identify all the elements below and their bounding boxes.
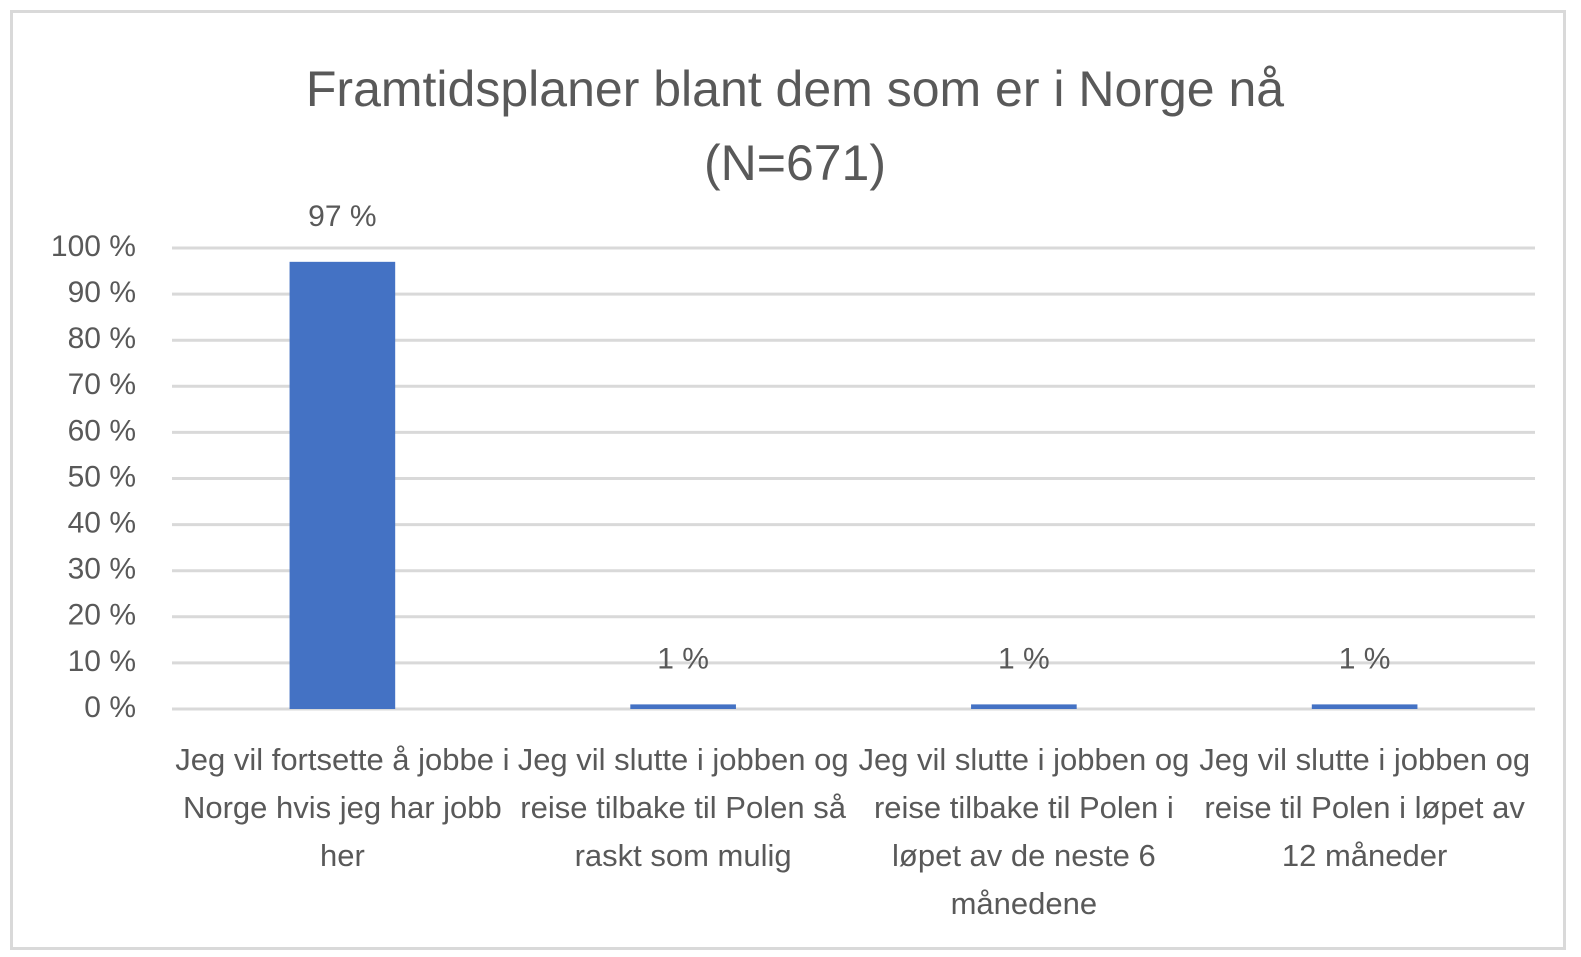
data-label: 97 % — [308, 200, 376, 233]
y-tick-label: 70 % — [68, 368, 136, 401]
y-tick-label: 20 % — [68, 599, 136, 632]
bar — [630, 704, 736, 709]
chart-border — [10, 10, 1566, 950]
y-tick-label: 30 % — [68, 553, 136, 586]
y-tick-label: 50 % — [68, 460, 136, 493]
y-tick-label: 90 % — [68, 276, 136, 309]
y-tick-label: 80 % — [68, 322, 136, 355]
y-tick-label: 60 % — [68, 414, 136, 447]
x-tick-label: Jeg vil fortsette å jobbe i Norge hvis j… — [175, 742, 510, 873]
bar — [289, 261, 396, 709]
bar — [971, 704, 1077, 709]
y-tick-label: 40 % — [68, 507, 136, 540]
chart-title: Framtidsplaner blant dem som er i Norge … — [305, 61, 1285, 191]
data-label: 1 % — [657, 642, 709, 675]
x-tick-label: Jeg vil slutte i jobben og reise til Pol… — [1199, 742, 1531, 873]
data-label: 1 % — [998, 642, 1050, 675]
x-tick-label: Jeg vil slutte i jobben og reise tilbake… — [858, 742, 1190, 921]
y-tick-label: 10 % — [68, 645, 136, 678]
data-label: 1 % — [1339, 642, 1391, 675]
y-tick-label: 0 % — [84, 691, 136, 724]
y-tick-label: 100 % — [51, 230, 136, 263]
bar — [1311, 704, 1418, 709]
x-tick-label: Jeg vil slutte i jobben og reise tilbake… — [517, 742, 849, 873]
